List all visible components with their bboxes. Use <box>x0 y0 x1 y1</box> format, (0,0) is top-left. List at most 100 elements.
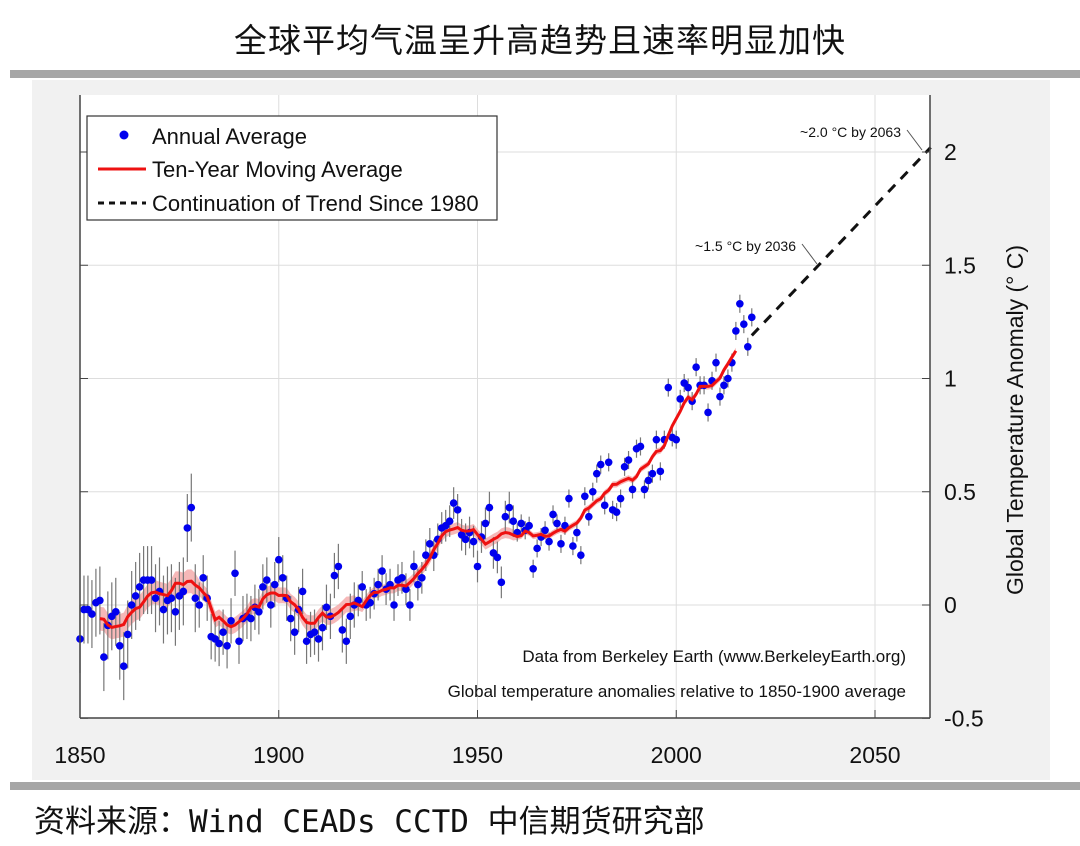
annual-point <box>366 598 374 607</box>
bottom-divider <box>10 782 1080 790</box>
annual-point <box>648 469 657 478</box>
annual-point <box>545 537 553 546</box>
annual-point <box>549 510 557 519</box>
annual-point <box>298 587 307 596</box>
annual-point <box>278 574 287 582</box>
annual-point <box>473 562 482 571</box>
annual-point <box>100 653 108 661</box>
annual-point <box>628 485 637 494</box>
annual-point <box>604 458 613 467</box>
annual-point <box>533 544 541 553</box>
annual-point <box>131 592 140 600</box>
annual-point <box>358 583 367 591</box>
annual-point <box>390 601 398 609</box>
annotation-1-5-leader <box>801 243 818 265</box>
annual-point <box>644 476 653 485</box>
annual-point <box>310 628 319 636</box>
annual-point <box>736 299 744 308</box>
annual-point <box>672 435 681 444</box>
moving-average-series <box>99 350 738 630</box>
annual-point <box>414 580 422 589</box>
annual-point <box>255 607 263 616</box>
annual-point <box>402 585 410 593</box>
annual-point <box>509 517 518 525</box>
annual-point <box>744 342 752 351</box>
annual-point <box>712 358 720 367</box>
annual-point <box>199 574 208 582</box>
annual-point <box>338 626 347 634</box>
annual-point <box>267 601 275 609</box>
annual-point <box>624 456 633 464</box>
annual-point <box>270 580 279 589</box>
trend-line <box>750 146 932 337</box>
annual-point <box>747 313 756 322</box>
annual-point <box>676 395 685 403</box>
source-note: 资料来源：Wind CEADs CCTD 中信期货研究部 <box>34 804 705 840</box>
y-tick-label: 0.5 <box>944 479 976 505</box>
annual-point <box>445 517 454 525</box>
annual-point <box>636 442 645 451</box>
annual-point <box>684 383 692 392</box>
annotation-1-5-text: ~1.5 °C by 2036 <box>695 238 796 254</box>
annual-point <box>314 635 323 643</box>
annual-point <box>223 641 231 650</box>
annual-point <box>732 327 740 335</box>
annual-point <box>187 503 196 512</box>
y-tick-label: 2 <box>944 139 957 165</box>
annual-point <box>330 571 339 580</box>
annual-point <box>374 580 382 589</box>
annual-point <box>616 494 625 503</box>
data-source-note: Data from Berkeley Earth (www.BerkeleyEa… <box>522 647 906 666</box>
y-tick-label: -0.5 <box>944 705 984 731</box>
annotation-2-0-text: ~2.0 °C by 2063 <box>800 124 901 140</box>
annual-point <box>111 607 120 616</box>
annual-point <box>600 501 609 510</box>
x-tick-label: 1850 <box>54 742 105 768</box>
annual-point <box>135 583 144 591</box>
annual-point <box>334 562 343 571</box>
annual-point <box>652 435 661 444</box>
annual-point <box>577 551 585 559</box>
annual-point <box>449 499 458 507</box>
annual-point <box>588 487 597 496</box>
annual-point <box>497 578 506 587</box>
annual-point <box>115 641 124 650</box>
x-tick-label: 1900 <box>253 742 304 768</box>
annual-point <box>88 610 96 618</box>
annual-point <box>179 587 188 596</box>
annual-point <box>529 564 537 573</box>
x-tick-label: 1950 <box>452 742 503 768</box>
legend-box <box>86 115 498 221</box>
annual-point <box>231 569 239 578</box>
annotation-1-5: ~1.5 °C by 2036 <box>695 238 818 265</box>
annual-point <box>418 574 426 582</box>
annual-point <box>151 594 160 603</box>
y-tick-label: 1.5 <box>944 252 976 278</box>
page-title: 全球平均气温呈升高趋势且速率明显加快 <box>234 21 846 60</box>
annual-point <box>493 553 502 562</box>
y-axis-label: Global Temperature Anomaly (° C) <box>1002 245 1028 595</box>
legend-trend: Continuation of Trend Since 1980 <box>152 191 479 216</box>
annual-point <box>581 492 589 501</box>
annual-point <box>501 512 510 521</box>
x-tick-label: 2000 <box>651 742 702 768</box>
annual-point <box>640 485 649 494</box>
annual-point <box>219 628 227 636</box>
legend-annual: Annual Average <box>152 124 307 149</box>
annual-point <box>422 551 430 559</box>
annual-point <box>247 614 255 623</box>
annual-point <box>302 637 311 646</box>
annual-point <box>96 596 104 605</box>
annual-point <box>517 519 526 528</box>
legend-moving-average: Ten-Year Moving Average <box>152 157 403 182</box>
annual-point <box>286 614 295 623</box>
annual-point <box>541 526 549 535</box>
trend-series <box>750 146 932 337</box>
y-tick-label: 1 <box>944 366 957 392</box>
annual-point <box>592 469 601 478</box>
annual-point <box>612 508 621 516</box>
annual-point <box>263 576 271 584</box>
annual-point <box>461 535 470 544</box>
y-tick-label: 0 <box>944 592 957 618</box>
